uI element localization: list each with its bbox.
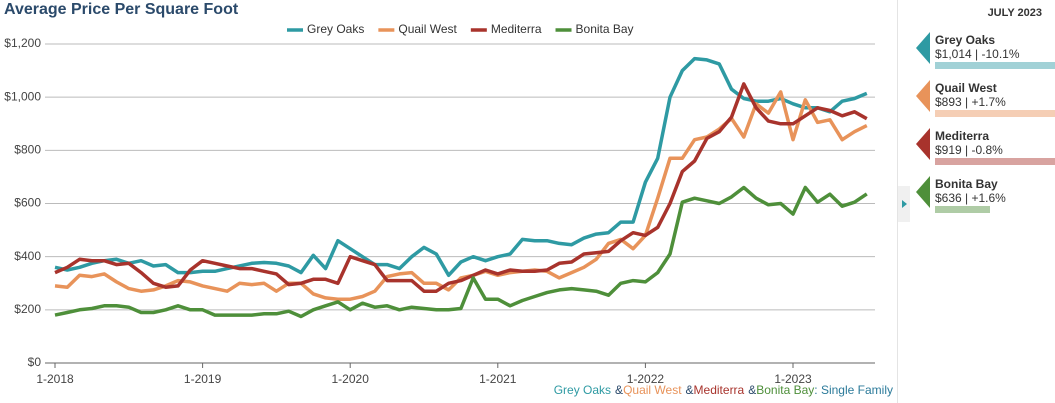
x-tick-label: 1-2018 bbox=[36, 372, 74, 386]
x-tick-label: 1-2020 bbox=[332, 372, 370, 386]
footnote: Grey Oaks &Quail West &Mediterra &Bonita Ba… bbox=[554, 383, 893, 397]
footnote-series: Grey Oaks bbox=[554, 383, 611, 397]
x-tick-label: 1-2021 bbox=[479, 372, 517, 386]
panel-entry[interactable]: Mediterra $919 | -0.8% bbox=[916, 128, 1055, 172]
chart: Average Price Per Square Foot $0 $200 $400… bbox=[4, 1, 893, 397]
series-line bbox=[54, 185, 868, 319]
entry-marker bbox=[916, 32, 930, 64]
entry-detail: $893 | +1.7% bbox=[935, 95, 1006, 109]
y-tick-label: $1,000 bbox=[4, 89, 41, 103]
entry-marker bbox=[916, 128, 930, 160]
entry-detail: $919 | -0.8% bbox=[935, 143, 1003, 157]
entry-name: Grey Oaks bbox=[935, 33, 996, 47]
series-line bbox=[54, 82, 868, 293]
entry-marker bbox=[916, 176, 930, 208]
legend-label: Bonita Bay bbox=[576, 22, 634, 36]
panel-toggle[interactable] bbox=[898, 186, 910, 222]
series-line bbox=[54, 56, 868, 278]
x-tick-label: 1-2023 bbox=[774, 372, 812, 386]
entry-marker bbox=[916, 80, 930, 112]
entry-name: Quail West bbox=[935, 81, 997, 95]
entry-detail: $636 | +1.6% bbox=[935, 191, 1006, 205]
entry-bar bbox=[935, 62, 1055, 69]
footnote-joiner: & bbox=[748, 383, 756, 397]
series-line bbox=[54, 90, 868, 301]
panel-entry[interactable]: Quail West $893 | +1.7% bbox=[916, 80, 1055, 124]
entry-bar bbox=[935, 206, 990, 213]
x-tick-label: 1-2019 bbox=[184, 372, 222, 386]
footnote-joiner: & bbox=[686, 383, 694, 397]
entry-detail: $1,014 | -10.1% bbox=[935, 47, 1020, 61]
entry-bar bbox=[935, 158, 1055, 165]
y-tick-label: $600 bbox=[14, 196, 41, 210]
entry-name: Bonita Bay bbox=[935, 177, 998, 191]
legend-label: Quail West bbox=[398, 22, 457, 36]
footnote-series: Bonita Bay bbox=[756, 383, 814, 397]
y-tick-label: $0 bbox=[28, 355, 42, 369]
side-panel: JULY 2023 Grey Oaks $1,014 | -10.1% Quail … bbox=[897, 0, 1055, 403]
footnote-joiner: & bbox=[615, 383, 623, 397]
y-tick-label: $400 bbox=[14, 249, 41, 263]
entry-name: Mediterra bbox=[935, 129, 990, 143]
panel-header: JULY 2023 bbox=[987, 7, 1042, 19]
chart-title: Average Price Per Square Foot bbox=[4, 1, 239, 18]
panel-entry[interactable]: Bonita Bay $636 | +1.6% bbox=[916, 176, 1055, 220]
footnote-series: Quail West bbox=[623, 383, 682, 397]
y-tick-label: $200 bbox=[14, 302, 41, 316]
y-tick-label: $1,200 bbox=[4, 36, 41, 50]
legend: Grey Oaks Quail West Mediterra Bonita Bay bbox=[287, 22, 634, 36]
entry-bar bbox=[935, 110, 1055, 117]
panel-entry[interactable]: Grey Oaks $1,014 | -10.1% bbox=[916, 32, 1055, 76]
y-tick-label: $800 bbox=[14, 143, 41, 157]
x-tick-label: 1-2022 bbox=[627, 372, 665, 386]
footnote-series: Mediterra bbox=[694, 383, 745, 397]
legend-label: Grey Oaks bbox=[307, 22, 364, 36]
legend-label: Mediterra bbox=[491, 22, 542, 36]
footnote-suffix: : Single Family bbox=[814, 383, 893, 397]
